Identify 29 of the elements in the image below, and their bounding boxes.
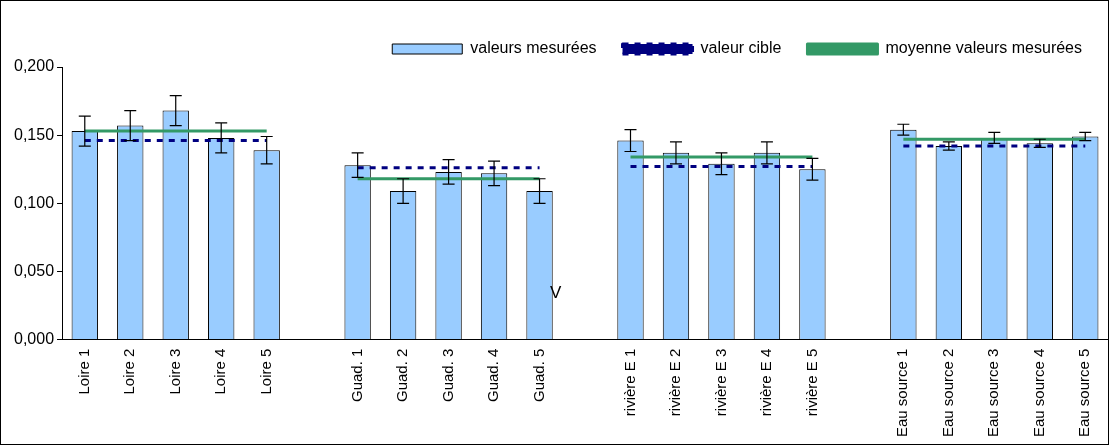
x-tick-label: rivière E 4	[757, 348, 775, 417]
y-tick-label: 0,200	[13, 57, 55, 75]
legend-label: valeurs mesurées	[470, 39, 597, 57]
x-tick-label: Guad. 1	[347, 348, 365, 402]
x-tick-label: Eau source 4	[1029, 348, 1047, 437]
x-tick-label: Eau source 5	[1075, 348, 1093, 437]
x-tick-label: Eau source 2	[938, 348, 956, 437]
x-tick-label: Eau source 3	[984, 348, 1002, 437]
x-tick-label: Loire 4	[211, 348, 229, 395]
x-tick-label: rivière E 5	[802, 348, 820, 417]
x-tick-label: Guad. 5	[529, 348, 547, 402]
x-tick-label: Loire 3	[165, 348, 183, 395]
y-tick-label: 0,050	[13, 261, 55, 279]
x-tick-label: Guad. 2	[393, 348, 411, 402]
x-tick-label: Guad. 4	[484, 348, 502, 402]
y-tick-label: 0,100	[13, 193, 55, 211]
y-tick-label: 0,150	[13, 125, 55, 143]
y-tick-label: 0,000	[13, 330, 55, 348]
legend-label: moyenne valeurs mesurées	[885, 39, 1083, 57]
x-tick-label: rivière E 1	[620, 348, 638, 417]
x-tick-label: Guad. 3	[438, 348, 456, 402]
x-tick-label: Eau source 1	[893, 348, 911, 437]
x-tick-label: Loire 1	[74, 348, 92, 395]
annotation: V	[550, 282, 563, 302]
x-tick-label: rivière E 2	[666, 348, 684, 417]
x-tick-label: Loire 5	[256, 348, 274, 395]
legend-label: valeur cible	[700, 39, 782, 57]
x-tick-label: Loire 2	[120, 348, 138, 395]
x-tick-label: rivière E 3	[711, 348, 729, 417]
